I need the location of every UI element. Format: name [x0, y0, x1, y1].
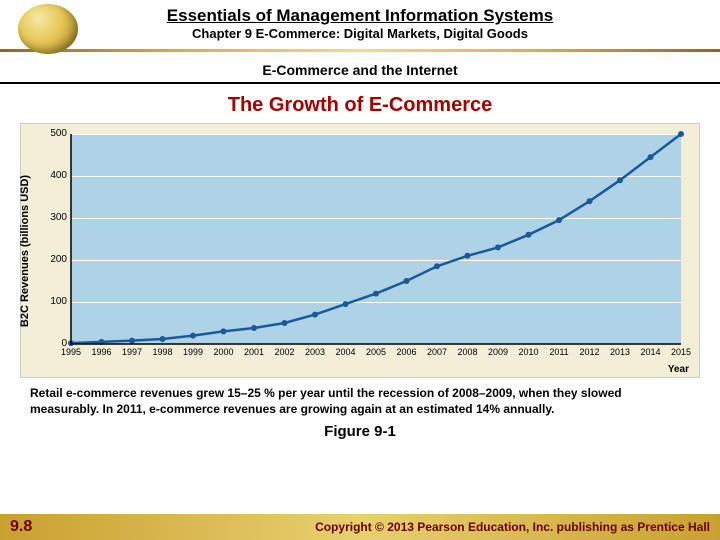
x-axis-label: Year [668, 364, 689, 375]
globe-icon [18, 4, 78, 54]
chapter-title: Chapter 9 E-Commerce: Digital Markets, D… [10, 26, 710, 41]
figure-number: Figure 9-1 [0, 423, 720, 440]
book-title: Essentials of Management Information Sys… [10, 6, 710, 26]
slide-footer: 9.8 Copyright © 2013 Pearson Education, … [0, 514, 720, 540]
copyright-text: Copyright © 2013 Pearson Education, Inc.… [315, 520, 710, 534]
divider-gold [0, 49, 720, 52]
divider-black [0, 82, 720, 84]
chart-container: B2C Revenues (billions USD) Year 0100200… [20, 123, 700, 378]
figure-caption: Retail e-commerce revenues grew 15–25 % … [0, 378, 720, 419]
section-subtitle: E-Commerce and the Internet [0, 58, 720, 82]
line-series [21, 124, 691, 354]
slide-header: Essentials of Management Information Sys… [0, 0, 720, 43]
chart-title: The Growth of E-Commerce [0, 94, 720, 117]
page-number: 9.8 [10, 518, 32, 536]
